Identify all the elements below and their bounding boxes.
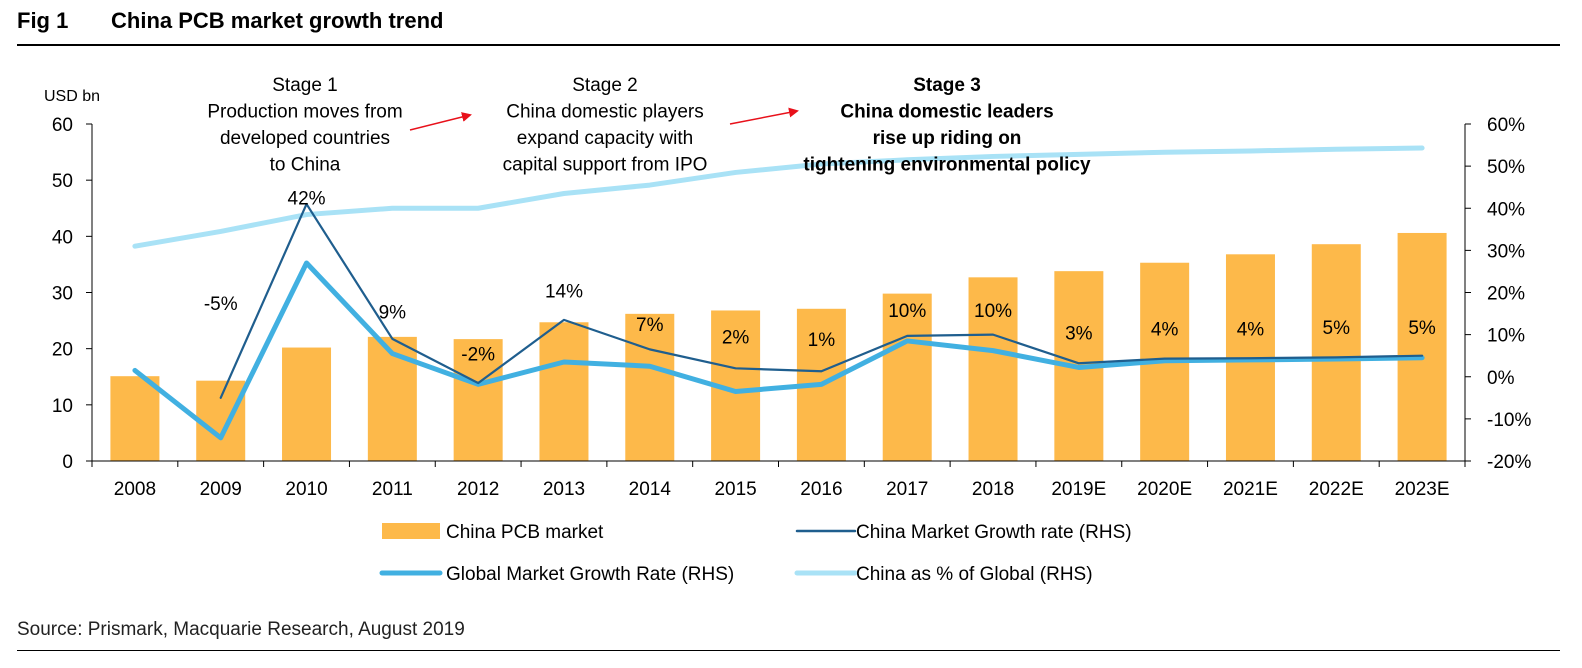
- figure-title: China PCB market growth trend: [111, 8, 444, 33]
- x-tick-label: 2019E: [1051, 479, 1106, 500]
- x-tick-label: 2018: [972, 479, 1014, 500]
- series-line-2: [132, 260, 1425, 441]
- data-label: 2%: [722, 328, 750, 349]
- legend-label: China Market Growth rate (RHS): [856, 522, 1132, 543]
- source-divider: [17, 650, 1560, 651]
- data-label: 10%: [888, 301, 926, 322]
- bar-2012: [453, 339, 503, 461]
- figure-header: Fig 1 China PCB market growth trend: [17, 8, 1560, 46]
- data-label: 1%: [808, 330, 836, 351]
- legend-label: Global Market Growth Rate (RHS): [446, 564, 734, 585]
- right-tick-label: 0%: [1487, 368, 1515, 389]
- data-label: 42%: [288, 189, 326, 210]
- series-line-3: [132, 145, 1425, 249]
- stage-3-line: tightening environmental policy: [803, 155, 1091, 176]
- x-tick-label: 2020E: [1137, 479, 1192, 500]
- series-line-1: [219, 202, 1424, 399]
- right-tick-label: 40%: [1487, 199, 1525, 220]
- x-tick-label: 2013: [543, 479, 585, 500]
- data-label: 4%: [1151, 319, 1179, 340]
- x-tick-label: 2021E: [1223, 479, 1278, 500]
- stage-arrow-2: [729, 107, 799, 125]
- right-tick-label: 10%: [1487, 326, 1525, 347]
- right-tick-label: -20%: [1487, 452, 1531, 473]
- stage-2-line: expand capacity with: [517, 128, 693, 149]
- left-tick-label: 20: [52, 340, 73, 361]
- x-tick-label: 2023E: [1395, 479, 1450, 500]
- data-label: -5%: [204, 294, 238, 315]
- right-tick-label: -10%: [1487, 410, 1531, 431]
- right-tick-label: 60%: [1487, 115, 1525, 136]
- data-label: 9%: [379, 302, 407, 323]
- x-tick-label: 2016: [800, 479, 842, 500]
- data-label: 7%: [636, 315, 664, 336]
- bar-2008: [110, 376, 160, 461]
- source-note: Source: Prismark, Macquarie Research, Au…: [17, 619, 465, 640]
- left-tick-label: 10: [52, 396, 73, 417]
- bar-2018: [968, 277, 1018, 461]
- left-tick-label: 40: [52, 227, 73, 248]
- x-tick-label: 2012: [457, 479, 499, 500]
- stage-2-line: Stage 2: [572, 75, 638, 96]
- x-tick-label: 2015: [714, 479, 756, 500]
- left-axis-label: USD bn: [44, 88, 100, 105]
- left-tick-label: 30: [52, 284, 73, 305]
- data-label: 4%: [1237, 319, 1265, 340]
- x-tick-label: 2022E: [1309, 479, 1364, 500]
- data-label: 5%: [1408, 318, 1436, 339]
- stage-2-line: China domestic players: [506, 102, 703, 123]
- bar-2014: [625, 313, 675, 461]
- data-label: 3%: [1065, 324, 1093, 345]
- data-label: -2%: [461, 345, 495, 366]
- stage-2-line: capital support from IPO: [503, 155, 708, 176]
- stage-3-line: China domestic leaders: [840, 102, 1053, 123]
- data-label: 10%: [974, 301, 1012, 322]
- right-tick-label: 30%: [1487, 241, 1525, 262]
- stage-1-line: Stage 1: [272, 75, 338, 96]
- legend-label: China as % of Global (RHS): [856, 564, 1093, 585]
- x-tick-label: 2014: [629, 479, 672, 500]
- right-tick-label: 50%: [1487, 157, 1525, 178]
- bar-2009: [196, 380, 246, 461]
- left-tick-label: 60: [52, 115, 73, 136]
- bar-2013: [539, 322, 589, 461]
- stage-1-line: Production moves from: [207, 102, 402, 123]
- legend-swatch-bar: [382, 523, 440, 539]
- left-tick-label: 50: [52, 171, 73, 192]
- bar-2022E: [1311, 244, 1361, 461]
- x-tick-label: 2017: [886, 479, 928, 500]
- bar-2023E: [1397, 232, 1447, 461]
- left-tick-label: 0: [62, 452, 73, 473]
- x-tick-label: 2011: [372, 479, 413, 500]
- x-tick-label: 2008: [114, 479, 156, 500]
- data-label: 14%: [545, 281, 583, 302]
- data-label: 5%: [1323, 318, 1351, 339]
- bar-2017: [882, 293, 932, 461]
- legend-label: China PCB market: [446, 522, 604, 543]
- bar-2010: [282, 347, 332, 461]
- stage-1-line: developed countries: [220, 128, 390, 149]
- stage-1-line: to China: [270, 155, 341, 176]
- right-tick-label: 20%: [1487, 284, 1525, 305]
- figure-number: Fig 1: [17, 8, 69, 33]
- stage-arrow-1: [409, 112, 472, 131]
- stage-3-line: rise up riding on: [873, 128, 1022, 149]
- stage-3-line: Stage 3: [913, 75, 981, 96]
- x-tick-label: 2010: [285, 479, 327, 500]
- x-tick-label: 2009: [200, 479, 242, 500]
